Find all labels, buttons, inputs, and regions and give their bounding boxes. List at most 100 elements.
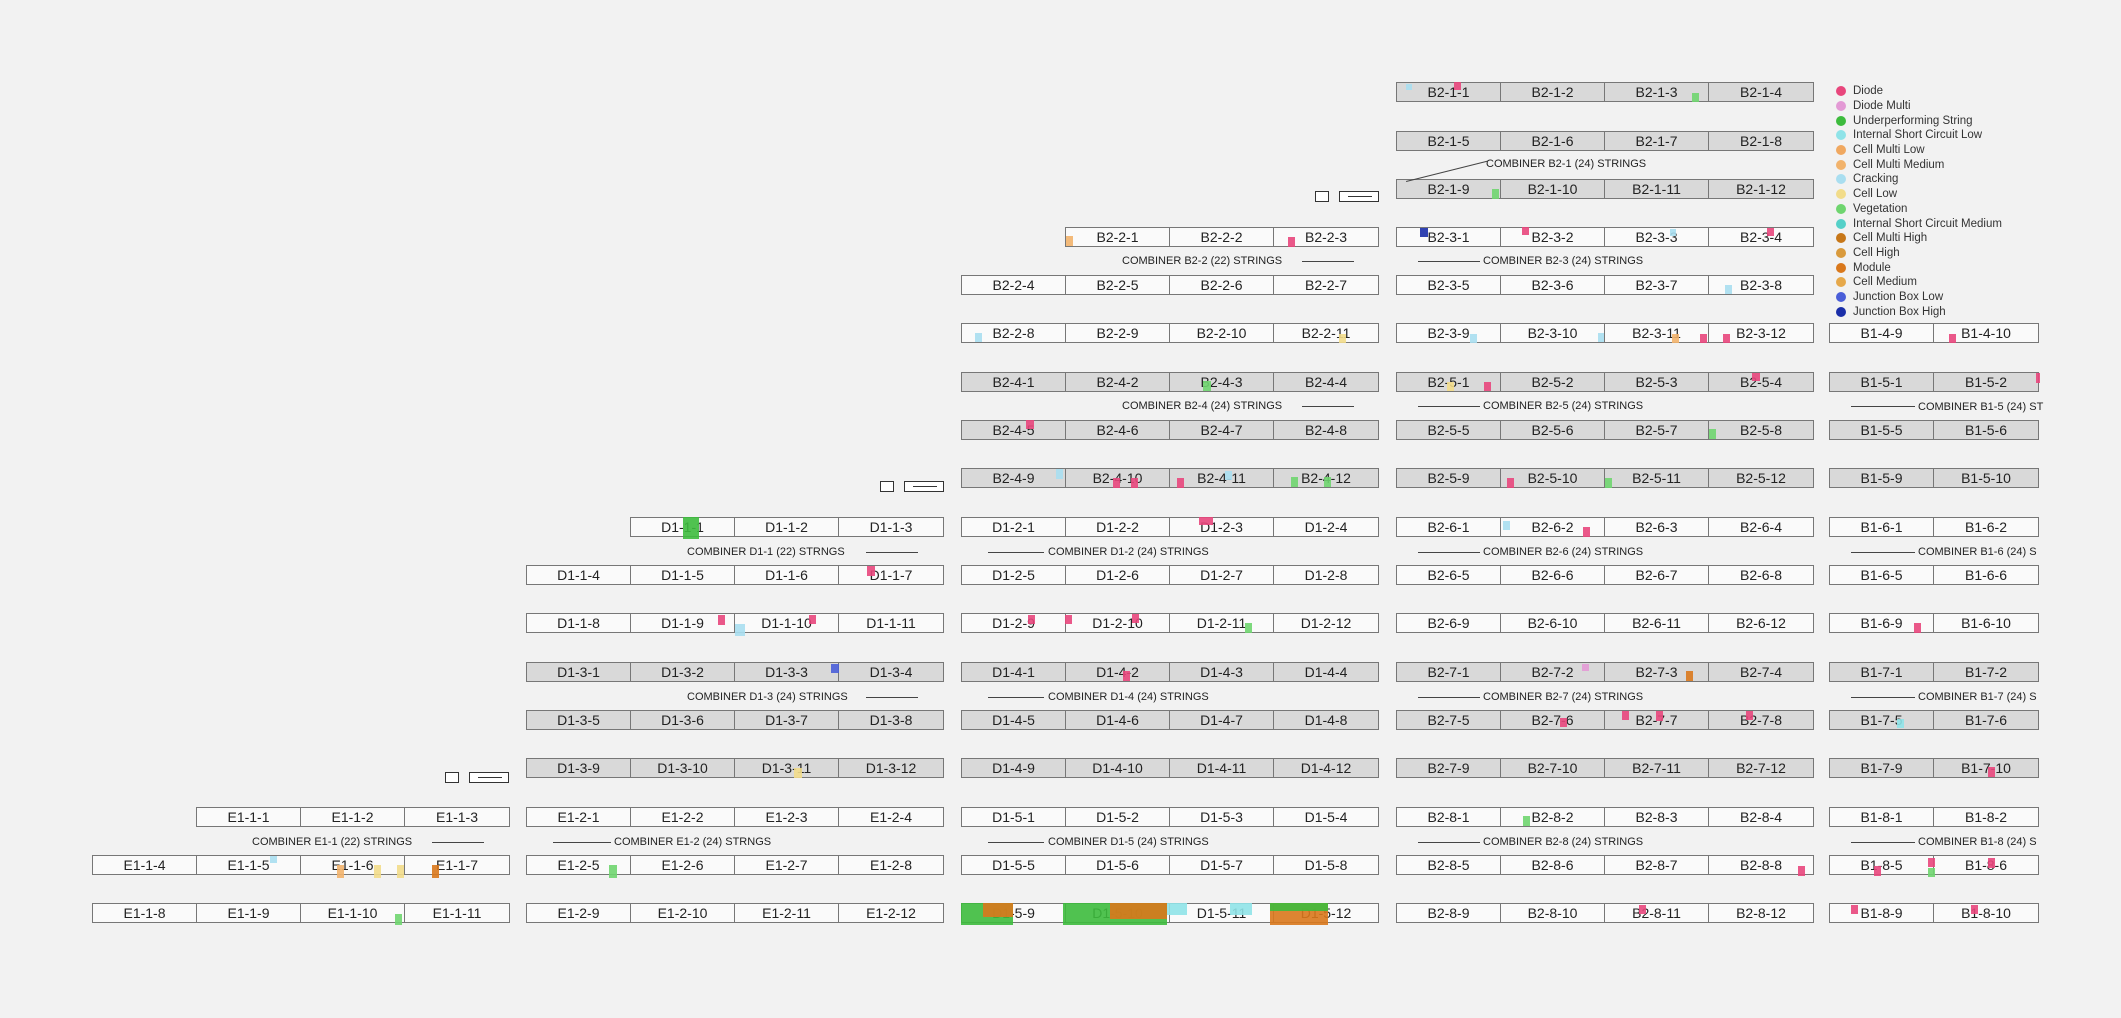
anomaly-marker[interactable]	[1056, 469, 1063, 479]
string-cell[interactable]: D1-3-9	[527, 759, 631, 777]
string-cell[interactable]: B1-6-9	[1830, 614, 1934, 632]
string-cell[interactable]: B2-2-5	[1066, 276, 1170, 294]
string-cell[interactable]: B1-6-10	[1961, 615, 2011, 631]
anomaly-marker[interactable]	[1288, 237, 1295, 247]
string-cell[interactable]: B2-6-4	[1739, 519, 1783, 535]
string-cell[interactable]: E1-2-4	[869, 809, 913, 825]
string-cell[interactable]: D1-2-8	[1304, 567, 1348, 583]
string-cell[interactable]: B2-8-2	[1501, 808, 1605, 826]
string-cell[interactable]: B2-5-8	[1739, 422, 1783, 438]
string-cell[interactable]: B2-5-2	[1501, 373, 1605, 391]
string-cell[interactable]: B2-7-6	[1501, 711, 1605, 729]
string-cell[interactable]: E1-1-10	[301, 904, 405, 922]
anomaly-marker[interactable]	[1622, 711, 1629, 720]
string-cell[interactable]: B1-8-6	[1964, 857, 2008, 873]
anomaly-marker[interactable]	[1230, 903, 1252, 915]
anomaly-marker[interactable]	[1406, 84, 1412, 90]
string-cell[interactable]: D1-3-3	[735, 663, 839, 681]
string-cell[interactable]: B2-3-4	[1739, 229, 1783, 245]
string-cell[interactable]: E1-1-2	[301, 808, 405, 826]
string-cell[interactable]: D1-1-11	[866, 615, 916, 631]
string-cell[interactable]: B2-2-6	[1170, 276, 1274, 294]
string-cell[interactable]: B2-1-5	[1397, 132, 1501, 150]
anomaly-marker[interactable]	[1672, 334, 1679, 343]
anomaly-marker[interactable]	[1709, 429, 1716, 439]
anomaly-marker[interactable]	[794, 768, 802, 778]
string-cell[interactable]: D1-3-6	[631, 711, 735, 729]
anomaly-marker[interactable]	[683, 517, 699, 539]
string-cell[interactable]: D1-3-5	[527, 711, 631, 729]
string-cell[interactable]: B1-7-5	[1830, 711, 1934, 729]
string-cell[interactable]: B2-3-1	[1397, 228, 1501, 246]
string-cell[interactable]: D1-3-12	[865, 760, 917, 776]
string-cell[interactable]: B2-5-6	[1501, 421, 1605, 439]
anomaly-marker[interactable]	[1066, 236, 1073, 246]
anomaly-marker[interactable]	[1523, 816, 1530, 826]
string-cell[interactable]: B2-8-7	[1605, 856, 1709, 874]
anomaly-marker[interactable]	[1028, 615, 1035, 624]
string-cell[interactable]: B1-6-6	[1964, 567, 2008, 583]
anomaly-marker[interactable]	[1583, 527, 1590, 537]
string-cell[interactable]: B2-4-2	[1066, 373, 1170, 391]
string-cell[interactable]: B2-3-10	[1501, 324, 1605, 342]
string-cell[interactable]: D1-2-10	[1066, 614, 1170, 632]
string-cell[interactable]: B2-7-3	[1605, 663, 1709, 681]
anomaly-marker[interactable]	[1167, 903, 1187, 915]
string-cell[interactable]: E1-1-4	[93, 856, 197, 874]
string-cell[interactable]: B2-6-3	[1605, 518, 1709, 536]
anomaly-marker[interactable]	[1113, 478, 1120, 488]
string-cell[interactable]: D1-3-7	[735, 711, 839, 729]
anomaly-marker[interactable]	[1928, 868, 1935, 877]
string-cell[interactable]: B2-1-2	[1501, 83, 1605, 101]
anomaly-marker[interactable]	[2036, 373, 2040, 383]
string-cell[interactable]: B1-5-2	[1964, 374, 2008, 390]
anomaly-marker[interactable]	[1522, 227, 1529, 235]
anomaly-marker[interactable]	[1454, 82, 1461, 90]
string-cell[interactable]: E1-2-10	[631, 904, 735, 922]
string-cell[interactable]: B1-7-9	[1830, 759, 1934, 777]
string-cell[interactable]: B2-6-10	[1501, 614, 1605, 632]
string-cell[interactable]: B2-2-7	[1304, 277, 1348, 293]
string-cell[interactable]: B2-3-2	[1501, 228, 1605, 246]
string-cell[interactable]: D1-2-2	[1066, 518, 1170, 536]
string-cell[interactable]: D1-2-12	[1300, 615, 1352, 631]
string-cell[interactable]: B2-7-9	[1397, 759, 1501, 777]
string-cell[interactable]: B2-8-5	[1397, 856, 1501, 874]
anomaly-marker[interactable]	[337, 865, 344, 878]
string-cell[interactable]: E1-2-7	[735, 856, 839, 874]
anomaly-marker[interactable]	[1656, 711, 1663, 721]
string-cell[interactable]: B1-5-6	[1964, 422, 2008, 438]
string-cell[interactable]: B2-8-1	[1397, 808, 1501, 826]
string-cell[interactable]: D1-5-7	[1170, 856, 1274, 874]
string-cell[interactable]: B1-7-1	[1830, 663, 1934, 681]
string-cell[interactable]: B2-8-8	[1739, 857, 1783, 873]
string-cell[interactable]: E1-2-1	[527, 808, 631, 826]
string-cell[interactable]: B2-2-9	[1066, 324, 1170, 342]
string-cell[interactable]: B2-5-5	[1397, 421, 1501, 439]
string-cell[interactable]: B1-6-5	[1830, 566, 1934, 584]
string-cell[interactable]: B2-8-10	[1501, 904, 1605, 922]
string-cell[interactable]: D1-4-11	[1170, 759, 1274, 777]
anomaly-marker[interactable]	[1420, 228, 1428, 237]
string-cell[interactable]: B2-4-9	[962, 469, 1066, 487]
string-cell[interactable]: B1-6-1	[1830, 518, 1934, 536]
string-cell[interactable]: B2-7-2	[1501, 663, 1605, 681]
string-cell[interactable]: B2-3-8	[1739, 277, 1783, 293]
anomaly-marker[interactable]	[1639, 905, 1646, 914]
string-cell[interactable]: E1-1-9	[197, 904, 301, 922]
anomaly-marker[interactable]	[1582, 664, 1589, 671]
anomaly-marker[interactable]	[1928, 858, 1935, 867]
string-cell[interactable]: B2-1-11	[1605, 180, 1709, 198]
string-cell[interactable]: B1-8-2	[1964, 809, 2008, 825]
string-cell[interactable]: B2-1-9	[1397, 180, 1501, 198]
string-cell[interactable]: D1-4-1	[962, 663, 1066, 681]
anomaly-marker[interactable]	[1700, 334, 1707, 343]
string-cell[interactable]: B2-7-12	[1736, 760, 1786, 776]
string-cell[interactable]: D1-2-6	[1066, 566, 1170, 584]
anomaly-marker[interactable]	[1177, 478, 1184, 488]
anomaly-marker[interactable]	[1670, 229, 1676, 236]
string-cell[interactable]: D1-2-5	[962, 566, 1066, 584]
string-cell[interactable]: B1-4-10	[1961, 325, 2011, 341]
string-cell[interactable]: B2-6-9	[1397, 614, 1501, 632]
anomaly-marker[interactable]	[1897, 719, 1904, 728]
